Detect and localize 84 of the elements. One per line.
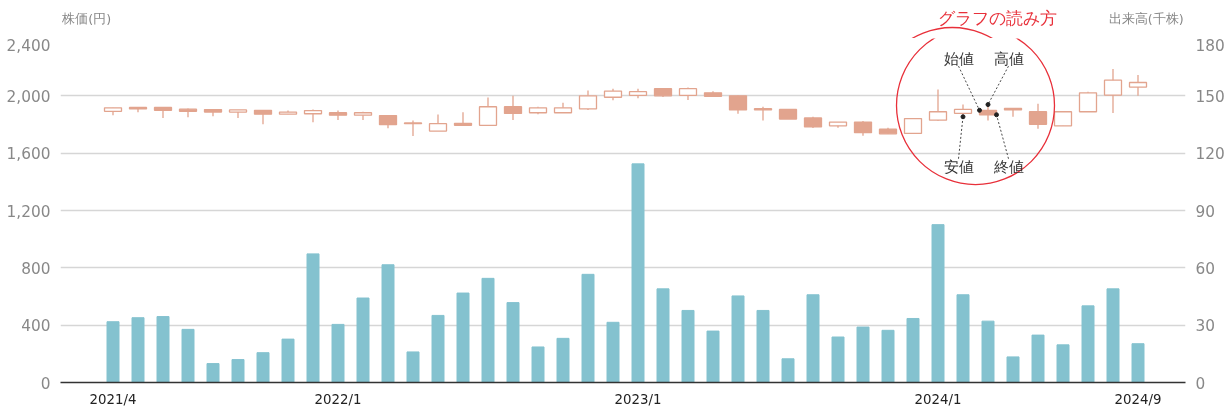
y2-tick-label: 60 [1195,259,1216,278]
bar [181,328,195,383]
candlestick [453,111,473,127]
x-tick-label: 2021/4 [89,391,137,407]
bar [456,292,470,383]
candlestick [728,94,748,115]
bar [1106,288,1120,383]
x-tick-label: 2024/1 [914,391,962,407]
y2-tick-label: 180 [1195,36,1225,55]
x-tick-label: 2024/9 [1114,391,1162,407]
bar [106,321,120,383]
bar [406,351,420,383]
candlestick [1128,74,1148,97]
bar [231,359,245,383]
y-tick-label: 2,400 [6,36,51,55]
y2-tick-label: 150 [1195,87,1225,106]
candlestick [578,89,598,111]
candlestick [403,119,423,137]
bar [156,316,170,383]
candlestick [478,96,498,127]
bar [481,277,495,383]
candlestick [253,109,273,126]
annotation: 高値 [993,49,1024,67]
bar [256,352,270,383]
bar [756,309,770,383]
bar [1081,305,1095,383]
bar [331,323,345,383]
bar [206,363,220,383]
candlestick [753,106,773,122]
bar [381,264,395,383]
bar [881,329,895,383]
bar [781,358,795,383]
bar [431,314,445,383]
bar [831,336,845,383]
y-tick-label: 400 [21,317,51,336]
bar [731,295,745,383]
y-tick-label: 1,200 [6,202,51,221]
candlestick [928,88,948,122]
bar [356,297,370,383]
bar [1031,334,1045,383]
bar [581,273,595,383]
candlestick [153,106,173,119]
candlestick [303,108,323,123]
candlestick [228,109,248,119]
y-tick-label: 1,600 [6,145,51,164]
bar [906,317,920,383]
bar [631,163,645,383]
x-tick-label: 2022/1 [314,391,362,407]
y2-tick-label: 120 [1195,145,1225,164]
annotation: 終値 [992,158,1024,176]
text: グラフの読み方 [937,9,1057,28]
bar [1006,356,1020,383]
annotation: 始値 [943,49,974,67]
y-tick-label: 2,000 [6,87,51,106]
y-axis-title: 株価(円) [61,11,112,26]
y2-tick-label: 90 [1195,202,1216,221]
bar [1056,344,1070,383]
bar [556,337,570,383]
candlestick [1028,103,1048,130]
candlestick [503,95,523,121]
bar [281,338,295,383]
bar [981,320,995,383]
x-tick-label: 2023/1 [614,391,662,407]
y-tick-label: 0 [40,374,51,393]
y2-tick-label: 0 [1195,374,1206,393]
bar [931,224,945,383]
bar [531,346,545,383]
bar [656,288,670,383]
y-tick-label: 800 [21,259,51,278]
bar [1131,343,1145,383]
bar [706,330,720,383]
bar [956,294,970,383]
bar [681,309,695,383]
bar [131,317,145,383]
bar [306,253,320,383]
bar [606,321,620,383]
bar [506,302,520,383]
bar [856,326,870,383]
annotation: 安値 [943,158,974,176]
bar [806,294,820,383]
y2-tick-label: 30 [1195,317,1216,336]
candlestick [1103,68,1123,114]
y2-axis-title: 出来高(千株) [1108,11,1184,26]
candlestick [1003,107,1023,118]
